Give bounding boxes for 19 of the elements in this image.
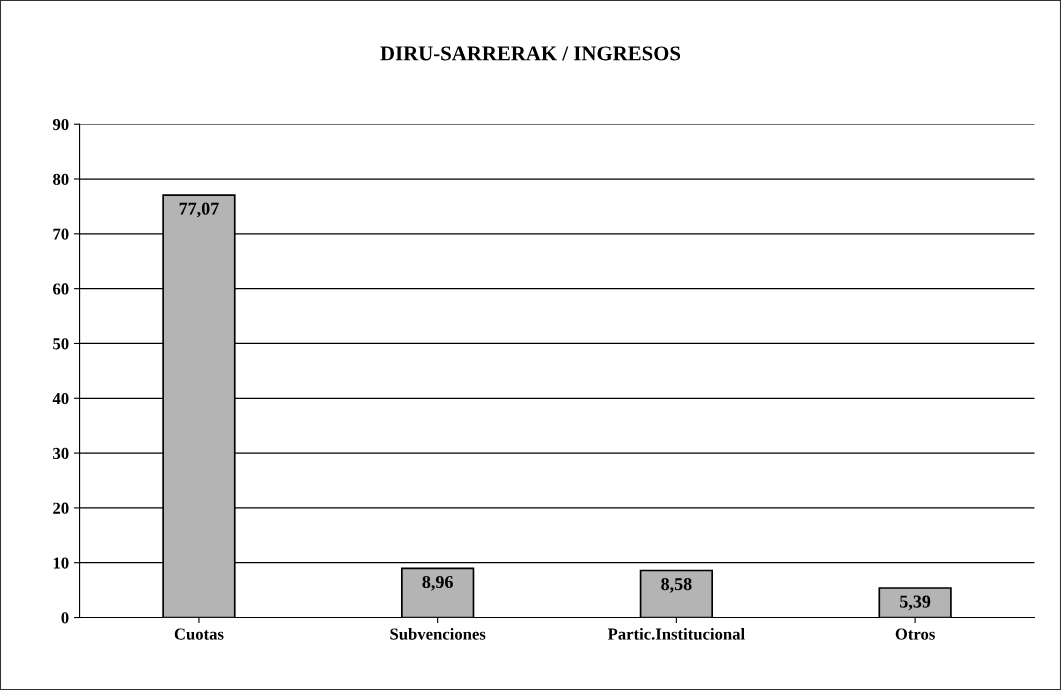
y-tick-label: 80 [53,173,69,185]
y-tick-label: 70 [53,228,69,240]
data-label: 77,07 [179,202,219,218]
x-tick-label: Subvenciones [390,627,486,640]
data-label: 8,58 [661,577,692,593]
y-tick-label: 20 [53,502,69,514]
data-label: 5,39 [900,595,931,611]
x-tick-label: Partic.Institucional [607,627,745,640]
y-tick-label: 50 [53,338,69,350]
data-label: 8,96 [422,575,453,591]
y-tick-label: 30 [53,447,69,460]
y-tick-label: 90 [52,118,69,131]
y-tick-label: 40 [52,392,69,405]
y-tick-label: 0 [61,612,69,624]
y-tick-label: 10 [53,557,69,569]
x-tick-label: Cuotas [174,628,224,640]
y-tick-label: 60 [53,283,69,295]
chart-title: DIRU-SARRERAK / INGRESOS [380,46,681,61]
x-tick-label: Otros [895,628,935,640]
